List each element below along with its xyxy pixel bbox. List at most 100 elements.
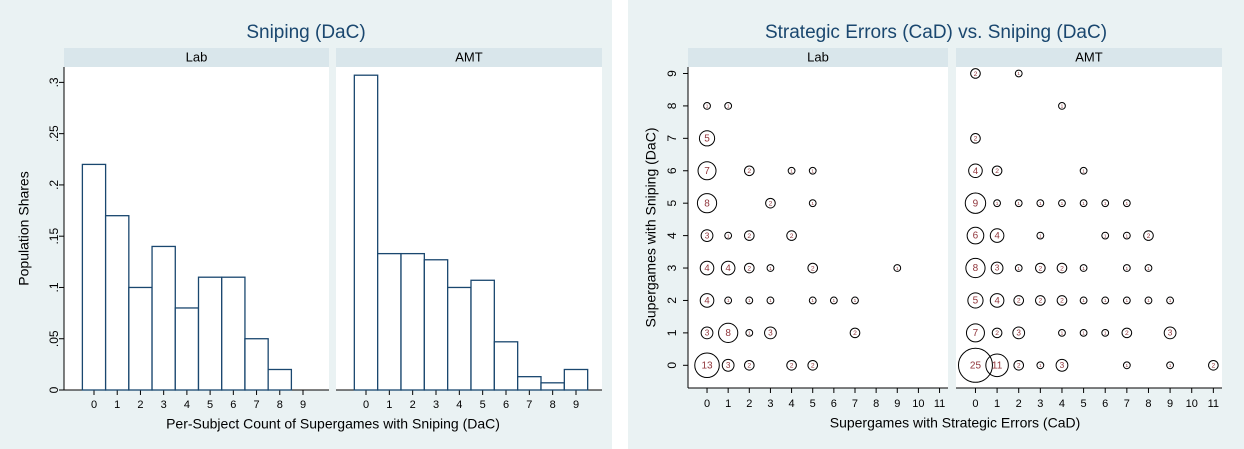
- bar: [353, 74, 379, 391]
- bubble: [699, 293, 715, 308]
- y-tick-label: .2: [47, 180, 61, 190]
- x-tick-label: 7: [1124, 398, 1130, 410]
- bar: [423, 259, 449, 391]
- bubble-label: 1: [1017, 71, 1020, 77]
- y-tick-label: 0: [47, 386, 61, 393]
- x-tick-label: 8: [550, 399, 556, 411]
- bubble-label: 1: [996, 201, 999, 207]
- bubble: [964, 192, 987, 214]
- x-tick-label: 7: [253, 399, 259, 411]
- bar: [447, 286, 472, 391]
- chart-title: Strategic Errors (CaD) vs. Sniping (DaC): [765, 22, 1107, 43]
- bubble: [703, 102, 711, 110]
- bubble: [1013, 295, 1025, 306]
- bubble: [766, 296, 775, 305]
- x-tick-label: 9: [573, 399, 579, 411]
- bubble: [991, 165, 1003, 177]
- x-tick-label: 0: [363, 399, 369, 411]
- bubble-label: 6: [973, 231, 979, 242]
- bubble-label: 2: [853, 330, 857, 337]
- bubble: [700, 229, 714, 242]
- bubble: [1035, 262, 1046, 274]
- y-tick-label: 9: [665, 70, 679, 77]
- y-tick-label: 8: [665, 102, 679, 109]
- x-tick-label: 5: [207, 399, 213, 411]
- bubble-label: 1: [790, 169, 793, 175]
- panel-label: AMT: [455, 49, 483, 64]
- x-tick-label: 9: [894, 398, 900, 410]
- bubble: [968, 163, 983, 179]
- bubble-label: 1: [1126, 201, 1129, 207]
- bubble-label: 3: [995, 264, 1000, 273]
- bubble: [965, 323, 985, 343]
- bubble-label: 1: [1082, 331, 1085, 337]
- bubble-label: 8: [704, 198, 710, 209]
- x-tick-label: 5: [810, 398, 816, 410]
- bubble: [718, 322, 739, 343]
- y-tick-label: 7: [665, 135, 679, 142]
- panel-header: [956, 48, 1222, 67]
- y-tick-label: .3: [47, 77, 61, 87]
- bar: [128, 286, 153, 391]
- bubble: [991, 327, 1003, 339]
- bubble-label: 8: [725, 328, 731, 339]
- bubble: [970, 68, 981, 79]
- bubble-label: 2: [747, 168, 751, 175]
- bubble: [1079, 264, 1088, 272]
- bubble-label: 2: [1211, 363, 1215, 370]
- bubble-label: 2: [1038, 265, 1042, 272]
- bubble: [1122, 264, 1131, 272]
- bubble-label: 1: [1082, 169, 1085, 175]
- bubble-label: 2: [769, 200, 773, 207]
- bubble: [720, 260, 736, 276]
- x-tick-label: 8: [277, 399, 283, 411]
- bubble: [1122, 231, 1131, 240]
- panel-label: Lab: [807, 49, 829, 64]
- bubble: [698, 130, 716, 147]
- bubble-label: 1: [1104, 201, 1107, 207]
- bubble: [743, 359, 755, 371]
- bubble-label: 3: [705, 329, 710, 338]
- bubble-label: 4: [973, 166, 979, 177]
- x-tick-label: 3: [1037, 398, 1043, 410]
- bubble-label: 4: [994, 295, 1000, 306]
- x-tick-label: 5: [1081, 398, 1087, 410]
- x-tick-label: 6: [831, 398, 837, 410]
- bubble: [745, 296, 754, 305]
- bubble-label: 4: [994, 231, 1000, 242]
- bubble-label: 1: [854, 298, 857, 304]
- bubble-label: 11: [992, 360, 1003, 371]
- bubble: [1055, 358, 1069, 372]
- bubble: [1014, 264, 1023, 272]
- bubble-label: 4: [726, 263, 732, 274]
- bar: [563, 368, 589, 391]
- x-axis-title: Per-Subject Count of Supergames with Sni…: [166, 416, 500, 432]
- panel-label: AMT: [1075, 49, 1103, 64]
- bubble: [1101, 199, 1110, 208]
- x-tick-label: 0: [704, 398, 710, 410]
- bubble: [1036, 361, 1045, 370]
- y-tick-label: 6: [665, 167, 679, 174]
- bubble: [1058, 328, 1066, 337]
- bubble: [1143, 230, 1154, 241]
- bar: [151, 245, 176, 391]
- bubble-label: 2: [790, 363, 794, 370]
- x-tick-label: 11: [1208, 398, 1219, 410]
- bubble-label: 2: [790, 233, 794, 240]
- bubble: [1121, 327, 1133, 339]
- bar: [104, 215, 130, 391]
- bubble: [1208, 359, 1219, 371]
- panel-header: [336, 48, 602, 67]
- bubble: [808, 296, 817, 305]
- bubble-label: 1: [1169, 298, 1172, 304]
- y-tick-label: 3: [665, 264, 679, 271]
- y-tick-label: .15: [47, 228, 61, 245]
- bubble: [849, 327, 861, 339]
- bubble-label: 1: [1169, 363, 1172, 369]
- bar: [244, 338, 269, 391]
- bubble-label: 3: [1016, 329, 1021, 338]
- bubble: [1163, 326, 1177, 340]
- bubble-label: 13: [701, 360, 713, 371]
- x-tick-label: 6: [1102, 398, 1108, 410]
- bubble: [699, 260, 715, 276]
